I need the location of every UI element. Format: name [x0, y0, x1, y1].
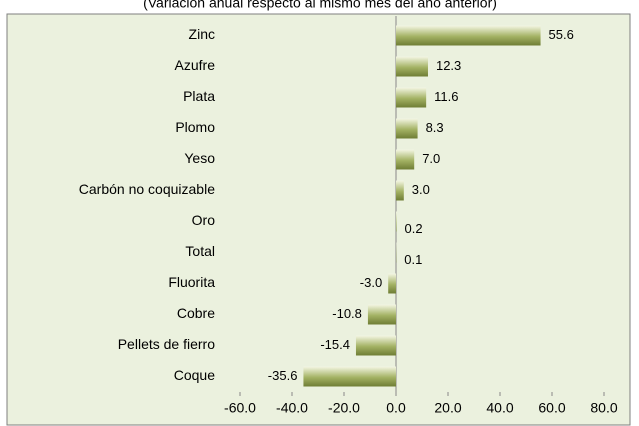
value-label: 3.0	[412, 182, 430, 197]
value-label: -15.4	[320, 337, 350, 352]
value-label: -3.0	[360, 275, 382, 290]
x-tick-label: -60.0	[224, 400, 256, 416]
bar	[396, 56, 428, 77]
bar	[303, 366, 396, 387]
x-tick-label: 0.0	[386, 400, 406, 416]
value-label: 12.3	[436, 58, 461, 73]
chart-background	[6, 13, 631, 426]
x-tick-label: 20.0	[434, 400, 461, 416]
bar	[396, 87, 427, 108]
x-tick-label: -20.0	[328, 400, 360, 416]
y-tick-label: Pellets de fierro	[118, 336, 215, 352]
x-tick-label: -40.0	[276, 400, 308, 416]
value-label: 0.2	[405, 221, 423, 236]
y-tick-label: Fluorita	[168, 274, 215, 290]
bar	[396, 118, 418, 139]
y-tick-label: Zinc	[189, 26, 215, 42]
bar	[355, 335, 396, 356]
x-tick-label: 40.0	[486, 400, 513, 416]
x-tick-label: 60.0	[538, 400, 565, 416]
chart-subtitle: (Variación anual respecto al mismo mes d…	[143, 0, 497, 11]
bar	[396, 180, 404, 201]
y-tick-label: Coque	[174, 367, 215, 383]
value-label: 8.3	[426, 120, 444, 135]
x-tick-label: 80.0	[590, 400, 617, 416]
bar	[396, 25, 541, 46]
value-label: 11.6	[434, 89, 458, 104]
y-tick-label: Plata	[183, 88, 215, 104]
value-label: 55.6	[549, 27, 574, 42]
value-label: -10.8	[332, 306, 362, 321]
y-tick-label: Total	[185, 243, 215, 259]
y-tick-label: Cobre	[177, 305, 215, 321]
y-tick-label: Yeso	[184, 150, 215, 166]
value-label: 7.0	[422, 151, 440, 166]
bar	[367, 304, 396, 325]
bar	[388, 273, 396, 294]
y-tick-label: Oro	[192, 212, 216, 228]
y-tick-label: Azufre	[175, 57, 216, 73]
y-tick-label: Plomo	[175, 119, 215, 135]
bar	[396, 211, 397, 232]
value-label: 0.1	[404, 252, 422, 267]
bar	[396, 149, 415, 170]
value-label: -35.6	[268, 368, 298, 383]
y-tick-label: Carbón no coquizable	[79, 181, 215, 197]
